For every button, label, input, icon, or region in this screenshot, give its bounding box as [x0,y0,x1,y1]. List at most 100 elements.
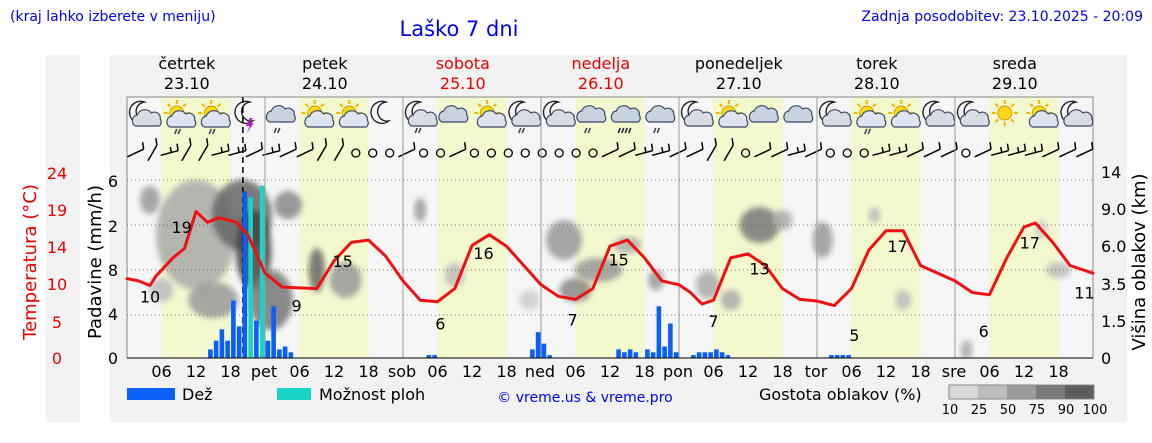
credit-link[interactable]: © vreme.us & vreme.pro [497,390,672,406]
temperature-value-label: 9 [292,297,302,316]
rain-drop [628,127,632,134]
rain-drop [653,127,657,134]
wind-barb-flag [206,138,209,146]
wind-barb-flag [278,143,281,151]
cloud-shape [1028,110,1059,128]
day-name: nedelja [571,54,630,73]
wind-barb-flag [989,142,992,150]
cloud-shape [925,109,956,127]
cloud-scale-label: 10 [942,403,959,418]
wind-barb-flag [881,146,884,154]
wind-barb-flag [1033,146,1037,154]
sun-ray [891,103,896,108]
legend-storm-label: Možnost ploh [319,385,425,404]
cloud-shape [683,109,714,127]
rain-bar [231,300,236,358]
cloud-shape [748,105,779,123]
wind-calm [486,148,497,158]
cloud-patch [720,290,741,310]
wind-barb [160,149,179,157]
wind-barb-flag [1006,143,1010,151]
sun-ray [477,103,482,108]
rain-bar [265,340,271,358]
wind-calm [368,148,378,158]
rain-bar [541,343,547,358]
cloud-patch [1046,262,1071,278]
rain-bar [254,320,259,358]
temperature-value-label: 16 [473,244,493,263]
menu-hint[interactable]: (kraj lahko izberete v meniju) [10,9,216,25]
rain-bar [714,349,719,358]
rain-bar [208,349,213,358]
cloud-shape [718,110,749,128]
wind-barb [804,148,822,158]
day-date: 26.10 [578,74,624,93]
sun-ray [354,103,360,108]
wind-barb [651,149,670,157]
cloud-scale-swatch [1036,385,1065,399]
cloud-patch [546,220,582,260]
sun-cloud-icon [301,100,335,128]
sun-cloud-icon [715,100,749,128]
cloud-patch [274,191,302,219]
sun-ray [182,103,187,108]
sun-ray [994,103,1000,108]
wind-barb-flag [768,142,772,150]
temperature-value-label: 15 [608,250,628,269]
temperature-value-label: 10 [140,287,160,306]
y-tick-temperature: 24 [47,164,67,183]
rain-bar [834,355,840,358]
wind-barb-flag [785,142,789,150]
x-tick-label: 06 [979,362,999,381]
y-tick-cloud-height: 1.5 [1101,312,1126,331]
y-tick-temperature: 0 [52,349,62,368]
rain-drop [621,127,625,134]
sun-ray [734,103,739,108]
wind-barb-flag [1016,146,1020,154]
wind-barb [889,149,907,157]
wind-barb-flag [189,138,192,146]
cloud-shape [1063,109,1094,127]
cloud-shape [959,109,990,127]
sun-ray [906,103,912,108]
moon-cloud-icon [542,100,576,127]
cloud-rain-icon [645,105,676,134]
wind-barb-flag [819,142,823,150]
wind-barb-flag [684,142,687,150]
y-axes: 0 5 10 14 19 24 0 4 8 2 6 0 1.5 3.5 6.0 9.0 14 [47,163,1127,368]
wind-calm [859,148,869,158]
wind-barb [723,144,734,162]
wind-barb [923,148,941,158]
cloud-rain-icon [576,105,607,134]
cloud-patch [868,207,881,223]
sun-cloud-icon [336,100,369,128]
wind-barb-flag [324,138,328,146]
x-tick-label: 18 [1048,362,1068,381]
wind-barb-flag [796,146,800,154]
x-tick-label: 06 [151,362,171,381]
wind-calm [961,148,971,158]
cloud-scale-swatch [978,385,1007,399]
rain-bar [846,355,851,358]
cloud-icon [783,105,814,123]
rain-bar [213,340,219,358]
daylight-band [299,97,369,358]
wind-calm [418,148,429,158]
wind-calm [520,148,530,158]
wind-barb [669,148,687,158]
storm-icon [234,100,256,133]
wind-barb [974,148,992,158]
wind-calm [537,148,547,158]
y-tick-cloud-height: 9.0 [1101,200,1126,219]
temperature-value-label: 7 [568,310,578,329]
x-axis: 06 12 18 pet 06 12 18 sob 06 12 18 ned 06 12 18 pon 06 12… [127,357,1093,381]
day-date: 28.10 [854,74,900,93]
cloud-shape [338,110,369,128]
wind-barb [1076,148,1094,158]
wind-barb-flag [667,143,671,151]
cloud-patch [188,282,239,318]
y-tick-precipitation: 0 [108,349,118,368]
y-tick-cloud-height: 3.5 [1101,275,1126,294]
wind-barb [706,144,717,162]
